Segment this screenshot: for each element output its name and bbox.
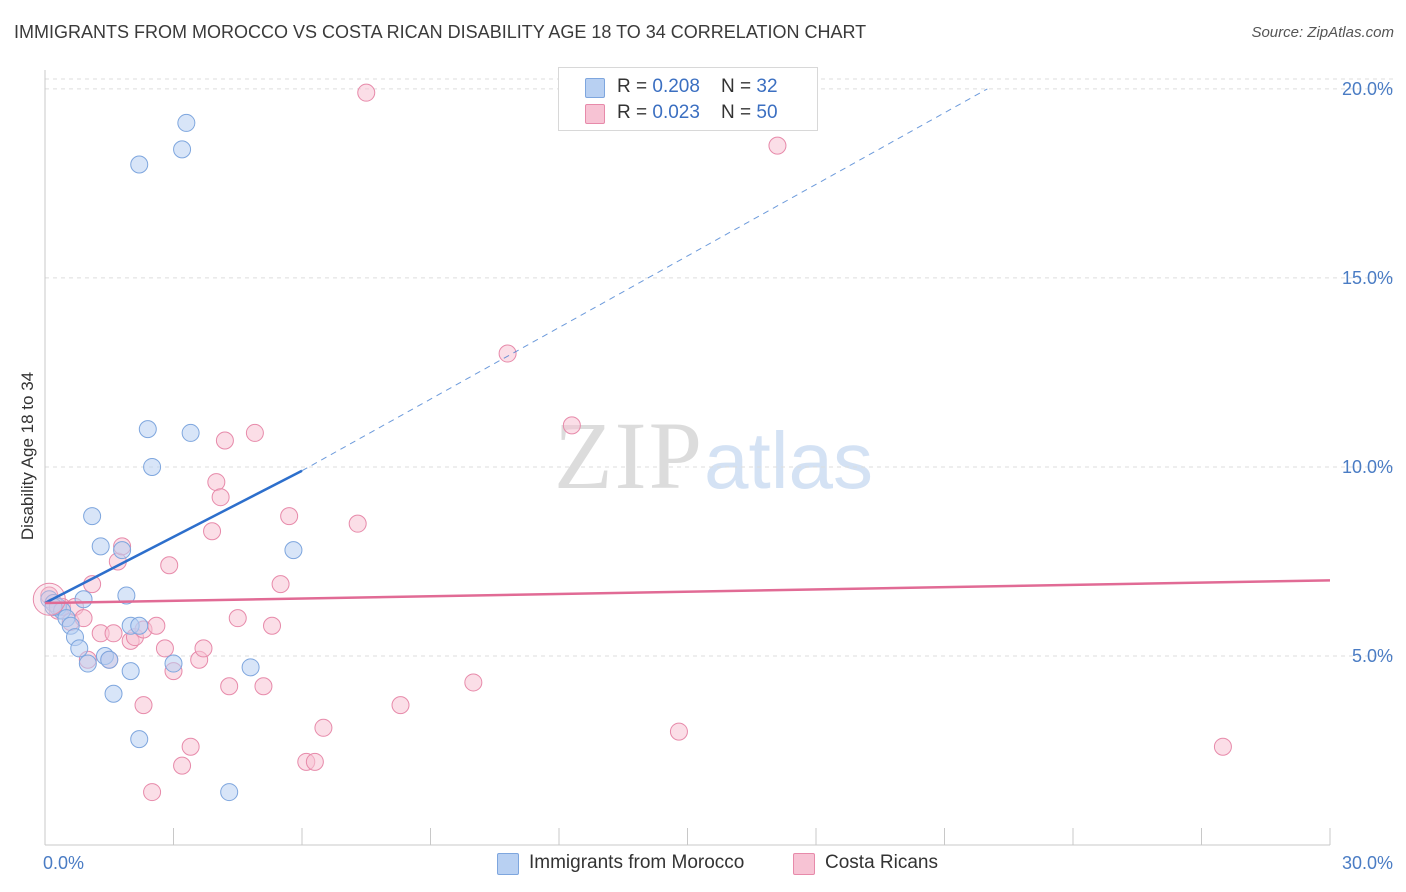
data-point-costa-ricans	[305, 752, 324, 771]
data-point-morocco	[284, 541, 303, 560]
legend-text-morocco: R = 0.208 N = 32	[617, 76, 778, 98]
legend-r-label: R =	[617, 76, 653, 97]
bottom-legend-swatch-blue	[497, 853, 519, 875]
data-point-costa-ricans	[254, 677, 273, 696]
data-point-morocco	[104, 684, 123, 703]
data-point-morocco	[117, 586, 136, 605]
trend-line-costa-ricans	[44, 579, 1331, 605]
trend-line-morocco	[44, 469, 303, 605]
data-point-morocco	[143, 457, 162, 476]
legend-text-costa-rican: R = 0.023 N = 50	[617, 102, 778, 124]
data-point-costa-ricans	[669, 722, 688, 741]
data-point-costa-ricans	[147, 616, 166, 635]
data-point-morocco	[130, 155, 149, 174]
legend-r-value: 0.023	[652, 102, 700, 123]
data-point-morocco	[83, 507, 102, 526]
watermark-atlas: atlas	[704, 416, 873, 505]
data-point-morocco	[138, 420, 157, 439]
data-point-morocco	[113, 541, 132, 560]
data-point-costa-ricans	[134, 696, 153, 715]
data-point-costa-ricans	[348, 514, 367, 533]
data-point-morocco	[173, 140, 192, 159]
data-point-morocco	[130, 616, 149, 635]
data-point-morocco	[74, 590, 93, 609]
chart-title: IMMIGRANTS FROM MOROCCO VS COSTA RICAN D…	[14, 22, 867, 42]
data-point-cluster	[32, 582, 66, 616]
legend-n-label: N =	[721, 76, 757, 97]
data-point-costa-ricans	[562, 416, 581, 435]
trend-line-morocco-extended	[301, 88, 988, 472]
x-tick-label: 30.0%	[1342, 853, 1393, 873]
data-point-costa-ricans	[220, 677, 239, 696]
legend-r-label: R =	[617, 102, 653, 123]
data-point-costa-ricans	[271, 575, 290, 594]
data-point-costa-ricans	[245, 423, 264, 442]
y-axis-label: Disability Age 18 to 34	[18, 371, 37, 541]
y-tick-label: 20.0%	[1342, 79, 1393, 99]
data-point-costa-ricans	[768, 136, 787, 155]
data-point-costa-ricans	[160, 556, 179, 575]
data-point-costa-ricans	[228, 609, 247, 628]
y-tick-label: 15.0%	[1342, 268, 1393, 288]
data-point-morocco	[220, 783, 239, 802]
data-point-costa-ricans	[194, 639, 213, 658]
correlation-legend: R = 0.208 N = 32 R = 0.023 N = 50	[558, 67, 818, 131]
bottom-legend-swatch-pink	[793, 853, 815, 875]
data-point-morocco	[70, 639, 89, 658]
data-point-morocco	[91, 537, 110, 556]
data-point-costa-ricans	[207, 473, 226, 492]
data-point-costa-ricans	[1213, 737, 1232, 756]
data-point-morocco	[181, 423, 200, 442]
data-point-morocco	[130, 730, 149, 749]
data-point-morocco	[241, 658, 260, 677]
data-point-morocco	[164, 654, 183, 673]
data-point-costa-ricans	[215, 431, 234, 450]
data-point-costa-ricans	[498, 344, 517, 363]
x-tick-label: 0.0%	[43, 853, 84, 873]
data-point-costa-ricans	[263, 616, 282, 635]
chart-source: Source: ZipAtlas.com	[1251, 24, 1394, 41]
data-point-costa-ricans	[211, 488, 230, 507]
watermark: ZIPatlas	[554, 400, 873, 511]
legend-n-value: 32	[756, 76, 778, 97]
data-point-costa-ricans	[464, 673, 483, 692]
data-point-morocco	[121, 662, 140, 681]
legend-swatch-blue	[585, 78, 605, 98]
data-point-costa-ricans	[203, 522, 222, 541]
y-tick-label: 5.0%	[1352, 646, 1393, 666]
legend-n-value: 50	[756, 102, 778, 123]
legend-swatch-pink	[585, 104, 605, 124]
y-tick-label: 10.0%	[1342, 457, 1393, 477]
data-point-costa-ricans	[104, 624, 123, 643]
data-point-morocco	[78, 654, 97, 673]
data-point-morocco	[100, 650, 119, 669]
bottom-legend-label-costa-ricans: Costa Ricans	[825, 852, 938, 873]
data-point-costa-ricans	[357, 83, 376, 102]
data-point-costa-ricans	[181, 737, 200, 756]
data-point-costa-ricans	[155, 639, 174, 658]
data-point-costa-ricans	[280, 507, 299, 526]
data-point-costa-ricans	[391, 696, 410, 715]
legend-r-value: 0.208	[652, 76, 700, 97]
data-point-morocco	[177, 113, 196, 132]
data-point-costa-ricans	[173, 756, 192, 775]
legend-n-label: N =	[721, 102, 757, 123]
data-point-costa-ricans	[143, 783, 162, 802]
bottom-legend-label-morocco: Immigrants from Morocco	[529, 852, 745, 873]
data-point-costa-ricans	[314, 718, 333, 737]
